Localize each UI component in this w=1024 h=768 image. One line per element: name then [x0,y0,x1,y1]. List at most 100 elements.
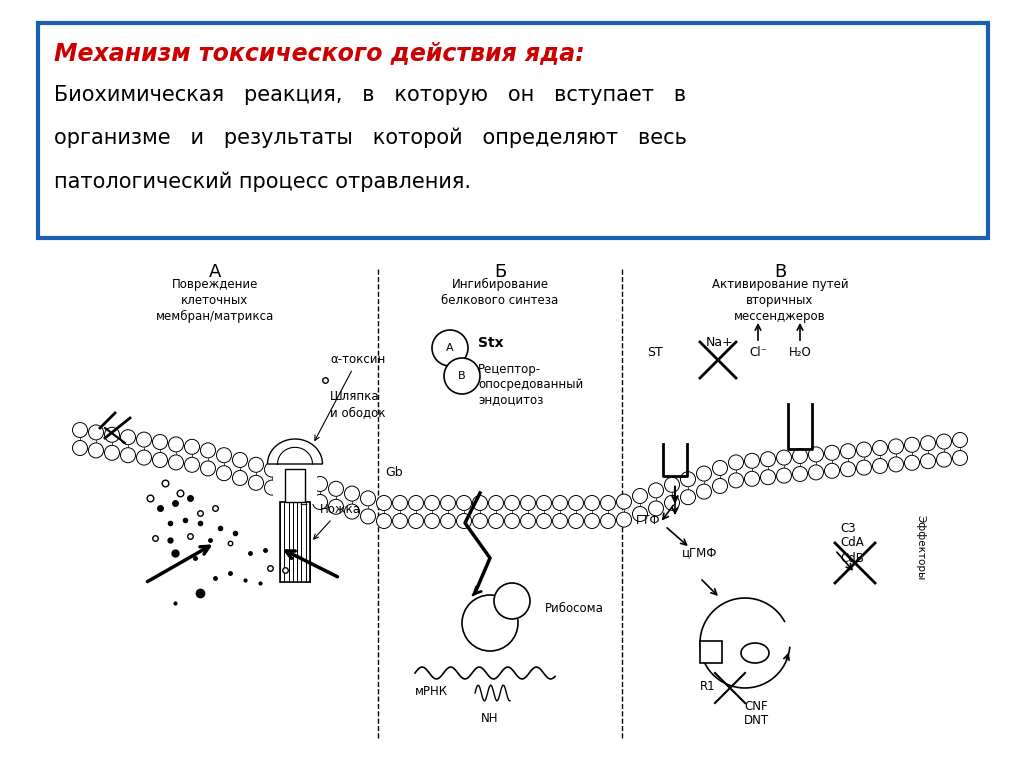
Circle shape [568,495,584,511]
Circle shape [121,430,135,445]
Bar [285,469,305,502]
Text: Активирование путей
вторичных
мессенджеров: Активирование путей вторичных мессенджер… [712,278,848,323]
Circle shape [440,495,456,511]
Text: Ножка: Ножка [313,503,361,539]
Circle shape [520,495,536,511]
Text: R1: R1 [700,680,716,693]
Circle shape [633,488,647,504]
Text: α-токсин: α-токсин [314,353,385,440]
Circle shape [537,514,552,528]
Circle shape [457,514,471,528]
Circle shape [681,490,695,505]
Circle shape [153,452,168,468]
Circle shape [312,495,328,509]
Text: Биохимическая   реакция,   в   которую   он   вступает   в: Биохимическая реакция, в которую он всту… [54,85,686,105]
Bar [280,502,310,582]
Circle shape [329,499,343,515]
Circle shape [904,455,920,470]
Circle shape [537,495,552,511]
Text: NH: NH [481,711,499,724]
Circle shape [249,475,263,490]
Text: Gb: Gb [385,466,402,479]
Circle shape [264,462,280,477]
Circle shape [281,467,296,482]
Circle shape [713,461,727,475]
Circle shape [633,507,647,521]
Circle shape [88,443,103,458]
Circle shape [88,425,103,440]
Circle shape [297,472,311,487]
Circle shape [216,465,231,481]
Circle shape [169,455,183,470]
Circle shape [824,445,840,460]
Circle shape [440,514,456,528]
Circle shape [665,477,680,492]
Circle shape [600,514,615,528]
Circle shape [425,495,439,511]
Circle shape [665,495,680,510]
Circle shape [841,462,855,477]
Circle shape [494,583,530,619]
Circle shape [696,466,712,481]
Circle shape [921,435,936,451]
Text: В: В [774,263,786,281]
Circle shape [872,441,888,455]
Circle shape [713,478,727,494]
Text: Механизм токсического действия яда:: Механизм токсического действия яда: [54,41,585,65]
Text: Рецептор-
опосредованный
эндоцитоз: Рецептор- опосредованный эндоцитоз [478,363,584,406]
Circle shape [681,472,695,487]
Circle shape [553,514,567,528]
Circle shape [360,509,376,524]
Circle shape [104,445,120,460]
Text: C3
CdA
CdB: C3 CdA CdB [840,521,864,564]
Circle shape [425,514,439,528]
Circle shape [312,476,328,492]
Bar [273,465,317,504]
Circle shape [457,495,471,511]
Circle shape [696,484,712,499]
Circle shape [201,461,215,476]
Circle shape [585,495,599,511]
Circle shape [904,437,920,452]
Circle shape [472,514,487,528]
Circle shape [856,460,871,475]
Circle shape [952,451,968,465]
Circle shape [505,495,519,511]
Circle shape [889,457,903,472]
Circle shape [841,444,855,458]
Circle shape [568,514,584,528]
Circle shape [329,482,343,496]
Circle shape [104,427,120,442]
Circle shape [344,486,359,501]
Circle shape [856,442,871,457]
Circle shape [444,358,480,394]
Bar [700,641,722,663]
Circle shape [728,455,743,470]
Text: Рибосома: Рибосома [545,601,604,614]
Circle shape [616,512,632,527]
Text: ST: ST [647,346,663,359]
Circle shape [377,495,391,511]
Circle shape [201,443,215,458]
Circle shape [409,514,424,528]
Circle shape [872,458,888,474]
Circle shape [136,432,152,447]
Ellipse shape [741,643,769,663]
Text: Na+: Na+ [707,336,734,349]
Circle shape [809,447,823,462]
Circle shape [121,448,135,462]
Circle shape [793,466,808,482]
Text: H₂O: H₂O [788,346,811,359]
Circle shape [360,491,376,506]
Text: Stx: Stx [478,336,504,350]
Text: Эффекторы: Эффекторы [915,515,925,581]
Circle shape [392,514,408,528]
Circle shape [744,472,760,486]
Text: мРНК: мРНК [415,685,449,698]
Circle shape [488,495,504,511]
Circle shape [153,435,168,449]
Circle shape [249,457,263,472]
Circle shape [432,330,468,366]
FancyBboxPatch shape [38,23,988,238]
Circle shape [392,495,408,511]
